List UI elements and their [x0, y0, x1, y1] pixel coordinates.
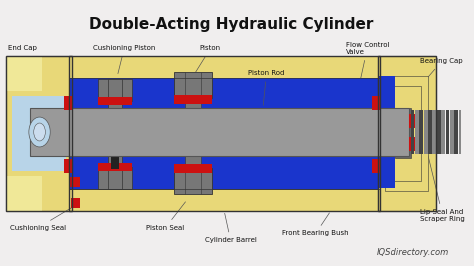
Bar: [378, 56, 436, 211]
Bar: [98, 167, 132, 189]
Bar: [6, 56, 43, 91]
Bar: [441, 110, 445, 154]
Bar: [392, 86, 421, 181]
Bar: [69, 79, 98, 187]
Bar: [69, 56, 380, 78]
Bar: [415, 110, 419, 154]
Text: Double-Acting Hydraulic Cylinder: Double-Acting Hydraulic Cylinder: [89, 16, 373, 32]
Bar: [454, 110, 458, 154]
Bar: [372, 159, 380, 173]
Bar: [409, 114, 417, 128]
Text: Cylinder Barrel: Cylinder Barrel: [205, 213, 256, 243]
Bar: [410, 110, 414, 154]
Bar: [437, 110, 441, 154]
Bar: [49, 113, 69, 151]
Text: Bearing Cap: Bearing Cap: [420, 58, 463, 86]
Bar: [6, 176, 43, 211]
Bar: [108, 79, 122, 189]
Bar: [173, 72, 212, 98]
Bar: [432, 110, 437, 154]
Bar: [185, 72, 201, 194]
Bar: [98, 97, 132, 105]
Bar: [71, 198, 81, 207]
Bar: [459, 110, 463, 154]
Polygon shape: [162, 136, 173, 156]
Bar: [132, 79, 173, 187]
Text: Cushioning Piston: Cushioning Piston: [93, 45, 155, 74]
Bar: [12, 96, 66, 171]
Bar: [173, 95, 212, 104]
Bar: [378, 76, 395, 118]
Bar: [378, 56, 436, 211]
Bar: [372, 96, 380, 110]
Bar: [98, 79, 132, 101]
Bar: [378, 146, 395, 188]
Bar: [424, 110, 428, 154]
Bar: [69, 56, 380, 211]
Bar: [173, 164, 212, 173]
Bar: [64, 96, 72, 110]
Bar: [446, 110, 449, 154]
Polygon shape: [212, 136, 224, 156]
Bar: [69, 177, 81, 187]
Bar: [385, 76, 428, 191]
Bar: [395, 108, 410, 158]
Bar: [6, 56, 72, 211]
Text: End Cap: End Cap: [9, 45, 37, 78]
Bar: [463, 110, 467, 154]
Text: IQSdirectory.com: IQSdirectory.com: [377, 248, 449, 257]
Bar: [64, 159, 72, 173]
Bar: [428, 110, 432, 154]
Text: Piston Seal: Piston Seal: [146, 202, 185, 231]
Text: Lip Seal And
Scraper Ring: Lip Seal And Scraper Ring: [420, 139, 465, 222]
Bar: [450, 110, 454, 154]
Bar: [98, 163, 132, 171]
Bar: [6, 56, 72, 211]
Ellipse shape: [34, 123, 46, 141]
Polygon shape: [380, 136, 397, 156]
Bar: [409, 137, 417, 151]
Bar: [419, 110, 423, 154]
Bar: [69, 189, 380, 211]
Text: Cushioning Seal: Cushioning Seal: [10, 205, 76, 231]
Bar: [69, 78, 380, 189]
Text: Front Bearing Bush: Front Bearing Bush: [283, 213, 349, 236]
Text: Piston Rod: Piston Rod: [248, 70, 285, 105]
Bar: [111, 151, 119, 169]
Text: Piston: Piston: [194, 45, 221, 74]
Bar: [30, 108, 409, 156]
Bar: [173, 168, 212, 194]
Bar: [467, 110, 471, 154]
Ellipse shape: [29, 117, 50, 147]
Text: Flow Control
Valve: Flow Control Valve: [346, 42, 389, 78]
